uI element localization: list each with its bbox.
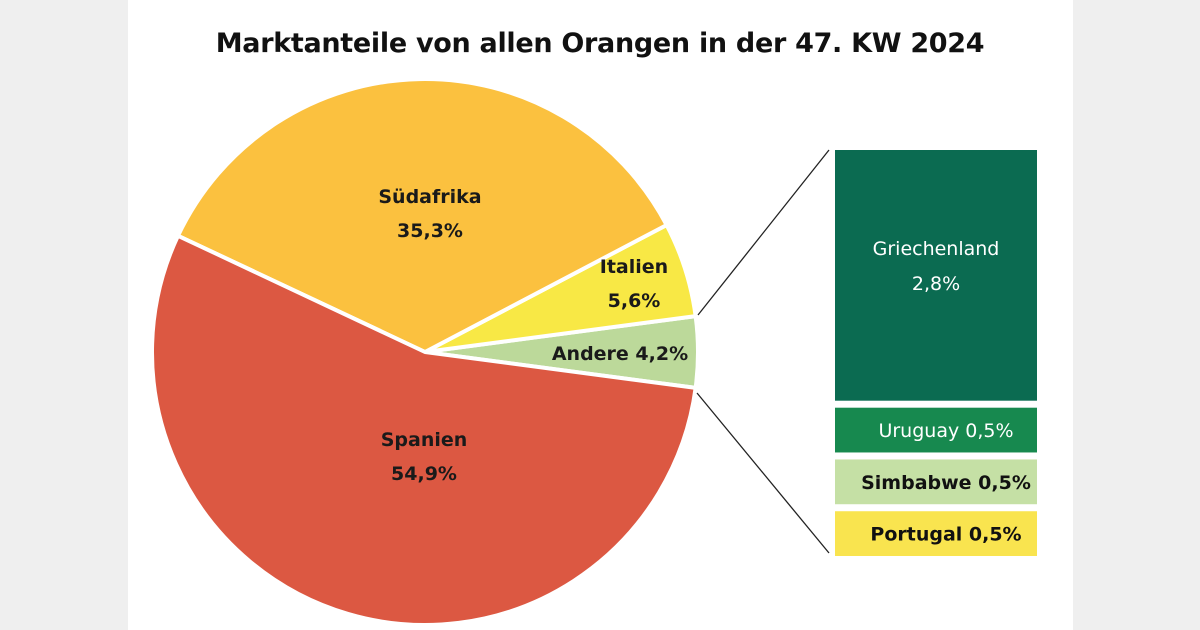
slice-value-label: 5,6% [608,290,661,312]
bar-segment-portugal [835,511,1037,556]
bar-segment-label: Simbabwe 0,5% [861,472,1031,494]
slice-label: Südafrika [378,186,481,208]
bar-segment-griechenland [835,150,1037,401]
bar-segment-label: Uruguay 0,5% [878,420,1013,442]
bar-segment-uruguay [835,407,1037,453]
slice-label: Spanien [381,429,468,451]
bar-segment-value: 2,8% [912,273,960,295]
bar-segment-label: Griechenland [873,238,1000,260]
connector-line-top [697,149,830,316]
slice-label: Andere 4,2% [552,343,688,365]
pie-slice-südafrika [175,77,669,354]
bar-segment-label: Portugal 0,5% [870,524,1021,546]
chart-title: Marktanteile von allen Orangen in der 47… [215,28,985,59]
slice-label: Italien [600,256,668,278]
pie-slice-spanien [150,233,698,627]
connector-line-bottom [696,392,830,554]
slice-value-label: 35,3% [397,220,463,242]
bar-segment-simbabwe [835,459,1037,505]
slice-value-label: 54,9% [391,463,457,485]
